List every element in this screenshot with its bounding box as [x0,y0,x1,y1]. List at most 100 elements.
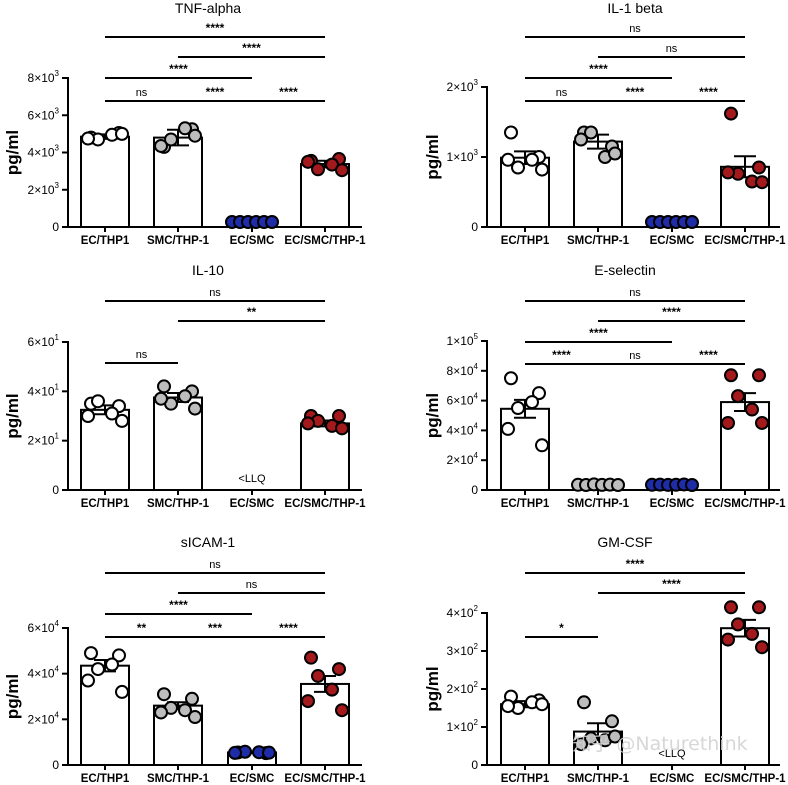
y-tick-label-exponent: 3 [474,78,479,87]
data-point [511,160,525,175]
data-point [185,691,199,706]
significance-label: *** [208,621,222,635]
data-point [178,121,192,136]
y-tick-label-exponent: 4 [474,421,479,430]
y-tick-label-base: 3×10 [447,644,474,658]
y-tick-label-exponent: 3 [474,148,479,157]
significance-label: **** [699,348,718,362]
significance-label: * [559,621,564,635]
significance-label: ns [629,23,641,35]
x-tick-label: EC/SMC [650,773,695,785]
y-tick-label: 0 [471,483,478,497]
y-tick-label-exponent: 3 [55,69,60,78]
data-point [724,106,738,121]
y-tick-label-base: 4×10 [28,146,55,160]
significance-label: **** [279,621,298,635]
y-axis-label: pg/ml [3,393,22,438]
x-tick-label: EC/THP1 [501,498,550,510]
y-axis-label: pg/ml [3,130,22,175]
y-tick-label-exponent: 2 [474,642,479,651]
data-point [157,687,171,702]
x-tick-label: SMC/THP-1 [567,235,630,247]
y-tick-label: 0 [52,220,59,234]
data-point [188,710,202,725]
significance-label: ns [556,87,568,99]
y-tick-label-exponent: 2 [474,604,479,613]
data-point [608,729,622,744]
significance-label: **** [589,62,608,76]
y-tick-label-base: 8×10 [28,71,55,85]
y-tick-label: 4×104 [447,421,479,437]
data-point [335,163,349,178]
significance-label: **** [699,85,718,99]
y-tick-label-exponent: 4 [55,665,60,674]
y-tick-label-base: 4×10 [28,667,55,681]
data-point [115,126,129,141]
y-tick-label-base: 0 [471,483,478,497]
data-point [584,125,598,140]
data-point [501,421,515,436]
significance-label: **** [552,348,571,362]
y-tick-label: 6×104 [28,619,60,635]
y-tick-label-exponent: 5 [474,332,479,341]
x-tick-label: EC/SMC [650,235,695,247]
chart-title: IL-10 [192,262,224,278]
data-point [755,175,769,190]
y-tick-label: 2×101 [28,432,60,448]
significance-label: ns [246,579,258,591]
significance-label: ns [666,43,678,55]
data-point [265,215,279,229]
chart-panel-tnf-alpha: TNF-alphapg/ml02×1034×1036×1038×103EC/TH… [3,0,366,247]
significance-label: ns [629,287,641,299]
data-point [262,745,276,760]
x-tick-label: EC/SMC/THP-1 [284,498,366,510]
data-point [724,600,738,615]
y-tick-label-exponent: 4 [474,362,479,371]
data-point [115,413,129,428]
data-point [112,648,126,663]
significance-label: **** [662,577,681,591]
y-tick-label-exponent: 3 [55,106,60,115]
y-tick-label-base: 4×10 [447,423,474,437]
y-tick-label-exponent: 4 [474,451,479,460]
bar-ec-thp1 [80,135,130,228]
y-tick-label-base: 4×10 [447,606,474,620]
data-point [721,415,735,430]
data-point [335,421,349,436]
data-point [311,162,325,177]
y-tick-label-base: 2×10 [28,434,55,448]
x-tick-label: EC/SMC [650,498,695,510]
data-point [721,632,735,647]
data-point [724,368,738,383]
x-tick-label: SMC/THP-1 [567,498,630,510]
y-tick-label-exponent: 2 [474,680,479,689]
y-tick-label: 1×105 [447,332,479,348]
y-tick-label: 2×104 [28,710,60,726]
data-point [81,409,95,423]
y-tick-label: 8×103 [28,69,60,85]
y-tick-label: 6×101 [28,333,60,349]
data-point [325,682,339,697]
y-tick-label: 0 [471,220,478,234]
chart-title: TNF-alpha [175,0,241,16]
data-point [504,371,518,386]
data-point [525,395,539,410]
y-tick-label-base: 2×10 [28,183,55,197]
data-point [745,626,759,641]
x-tick-label: EC/SMC [230,773,275,785]
y-axis-label: pg/ml [423,393,442,438]
data-point [154,391,168,406]
data-point [731,617,745,632]
llq-note: <LLQ [658,748,686,760]
data-point [154,705,168,720]
data-point [304,650,318,665]
data-point [335,703,349,718]
data-point [511,401,525,416]
y-tick-label: 0 [52,483,59,497]
data-point [188,401,202,416]
data-point [608,146,622,161]
data-point [525,152,539,167]
